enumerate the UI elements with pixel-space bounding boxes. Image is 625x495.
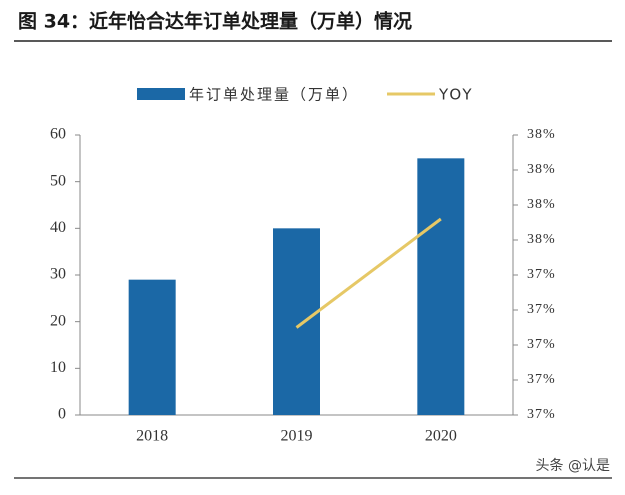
y2-tick-label: 38% [527,127,556,142]
y-tick-label: 0 [58,406,66,423]
legend-label: YOY [438,86,474,104]
y2-tick-label: 38% [527,232,556,247]
line [295,217,442,329]
y-tick-label: 60 [50,126,66,143]
y-tick-label: 50 [50,172,66,189]
y-tick-label: 10 [50,359,66,376]
y-tick-label: 20 [50,312,66,329]
x-tick-label: 2018 [136,428,168,445]
x-tick-label: 2020 [425,428,457,445]
y2-tick-label: 37% [527,302,556,317]
x-tick-label: 2019 [281,428,313,445]
y-tick-label: 40 [50,219,66,236]
y2-tick-label: 37% [527,267,556,282]
y-tick-label: 30 [50,266,66,283]
legend-swatch [137,88,185,100]
chart-title: 图 34：近年怡合达年订单处理量（万单）情况 [18,10,412,33]
y2-tick-label: 37% [527,372,556,387]
y2-tick-label: 38% [527,197,556,212]
legend-label: 年订单处理量（万单） [189,86,359,104]
bar [273,228,320,415]
bar [128,279,176,415]
y2-tick-label: 37% [527,407,556,422]
y2-tick-label: 38% [527,162,556,177]
watermark: 头条 @认是 [536,457,610,474]
bar [417,158,465,416]
y2-tick-label: 37% [527,337,556,352]
